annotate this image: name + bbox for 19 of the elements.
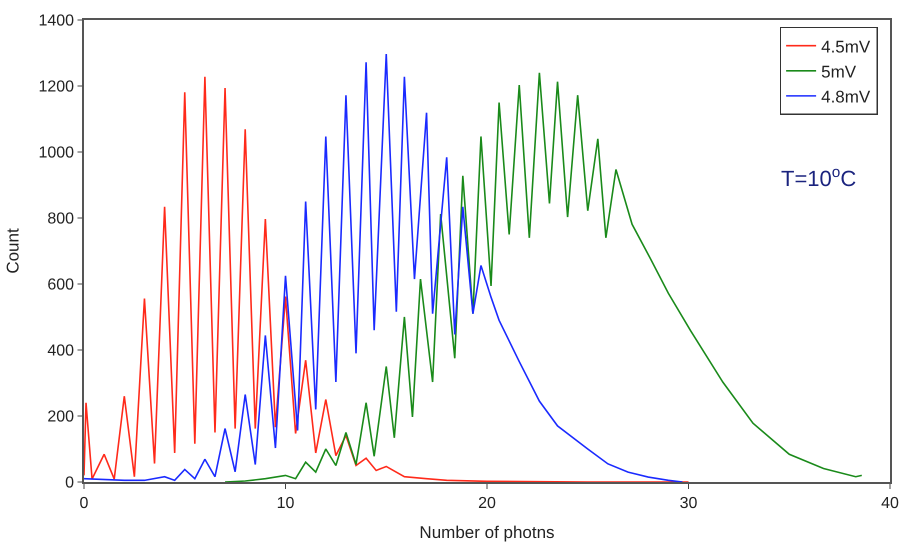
x-tick-label: 20: [478, 494, 496, 512]
legend-label: 5mV: [821, 62, 857, 82]
y-tick-label: 600: [47, 276, 74, 294]
legend-label: 4.8mV: [821, 88, 871, 107]
x-tick-label: 40: [881, 494, 899, 512]
y-tick-label: 400: [47, 342, 74, 360]
y-axis-title: Count: [4, 228, 23, 274]
y-tick-label: 1400: [38, 12, 74, 30]
legend-label: 4.5mV: [821, 37, 871, 56]
x-tick-label: 10: [276, 494, 294, 512]
y-tick-label: 1000: [38, 144, 74, 162]
y-tick-label: 200: [47, 408, 74, 426]
x-tick-label: 0: [80, 494, 89, 512]
y-tick-label: 0: [65, 474, 74, 492]
y-tick-label: 800: [47, 210, 74, 228]
annotation: T=10$^{o}$C: [781, 164, 856, 192]
x-tick-label: 30: [680, 494, 698, 512]
x-axis-title: Number of photns: [419, 522, 555, 542]
y-tick-label: 1200: [38, 78, 74, 96]
